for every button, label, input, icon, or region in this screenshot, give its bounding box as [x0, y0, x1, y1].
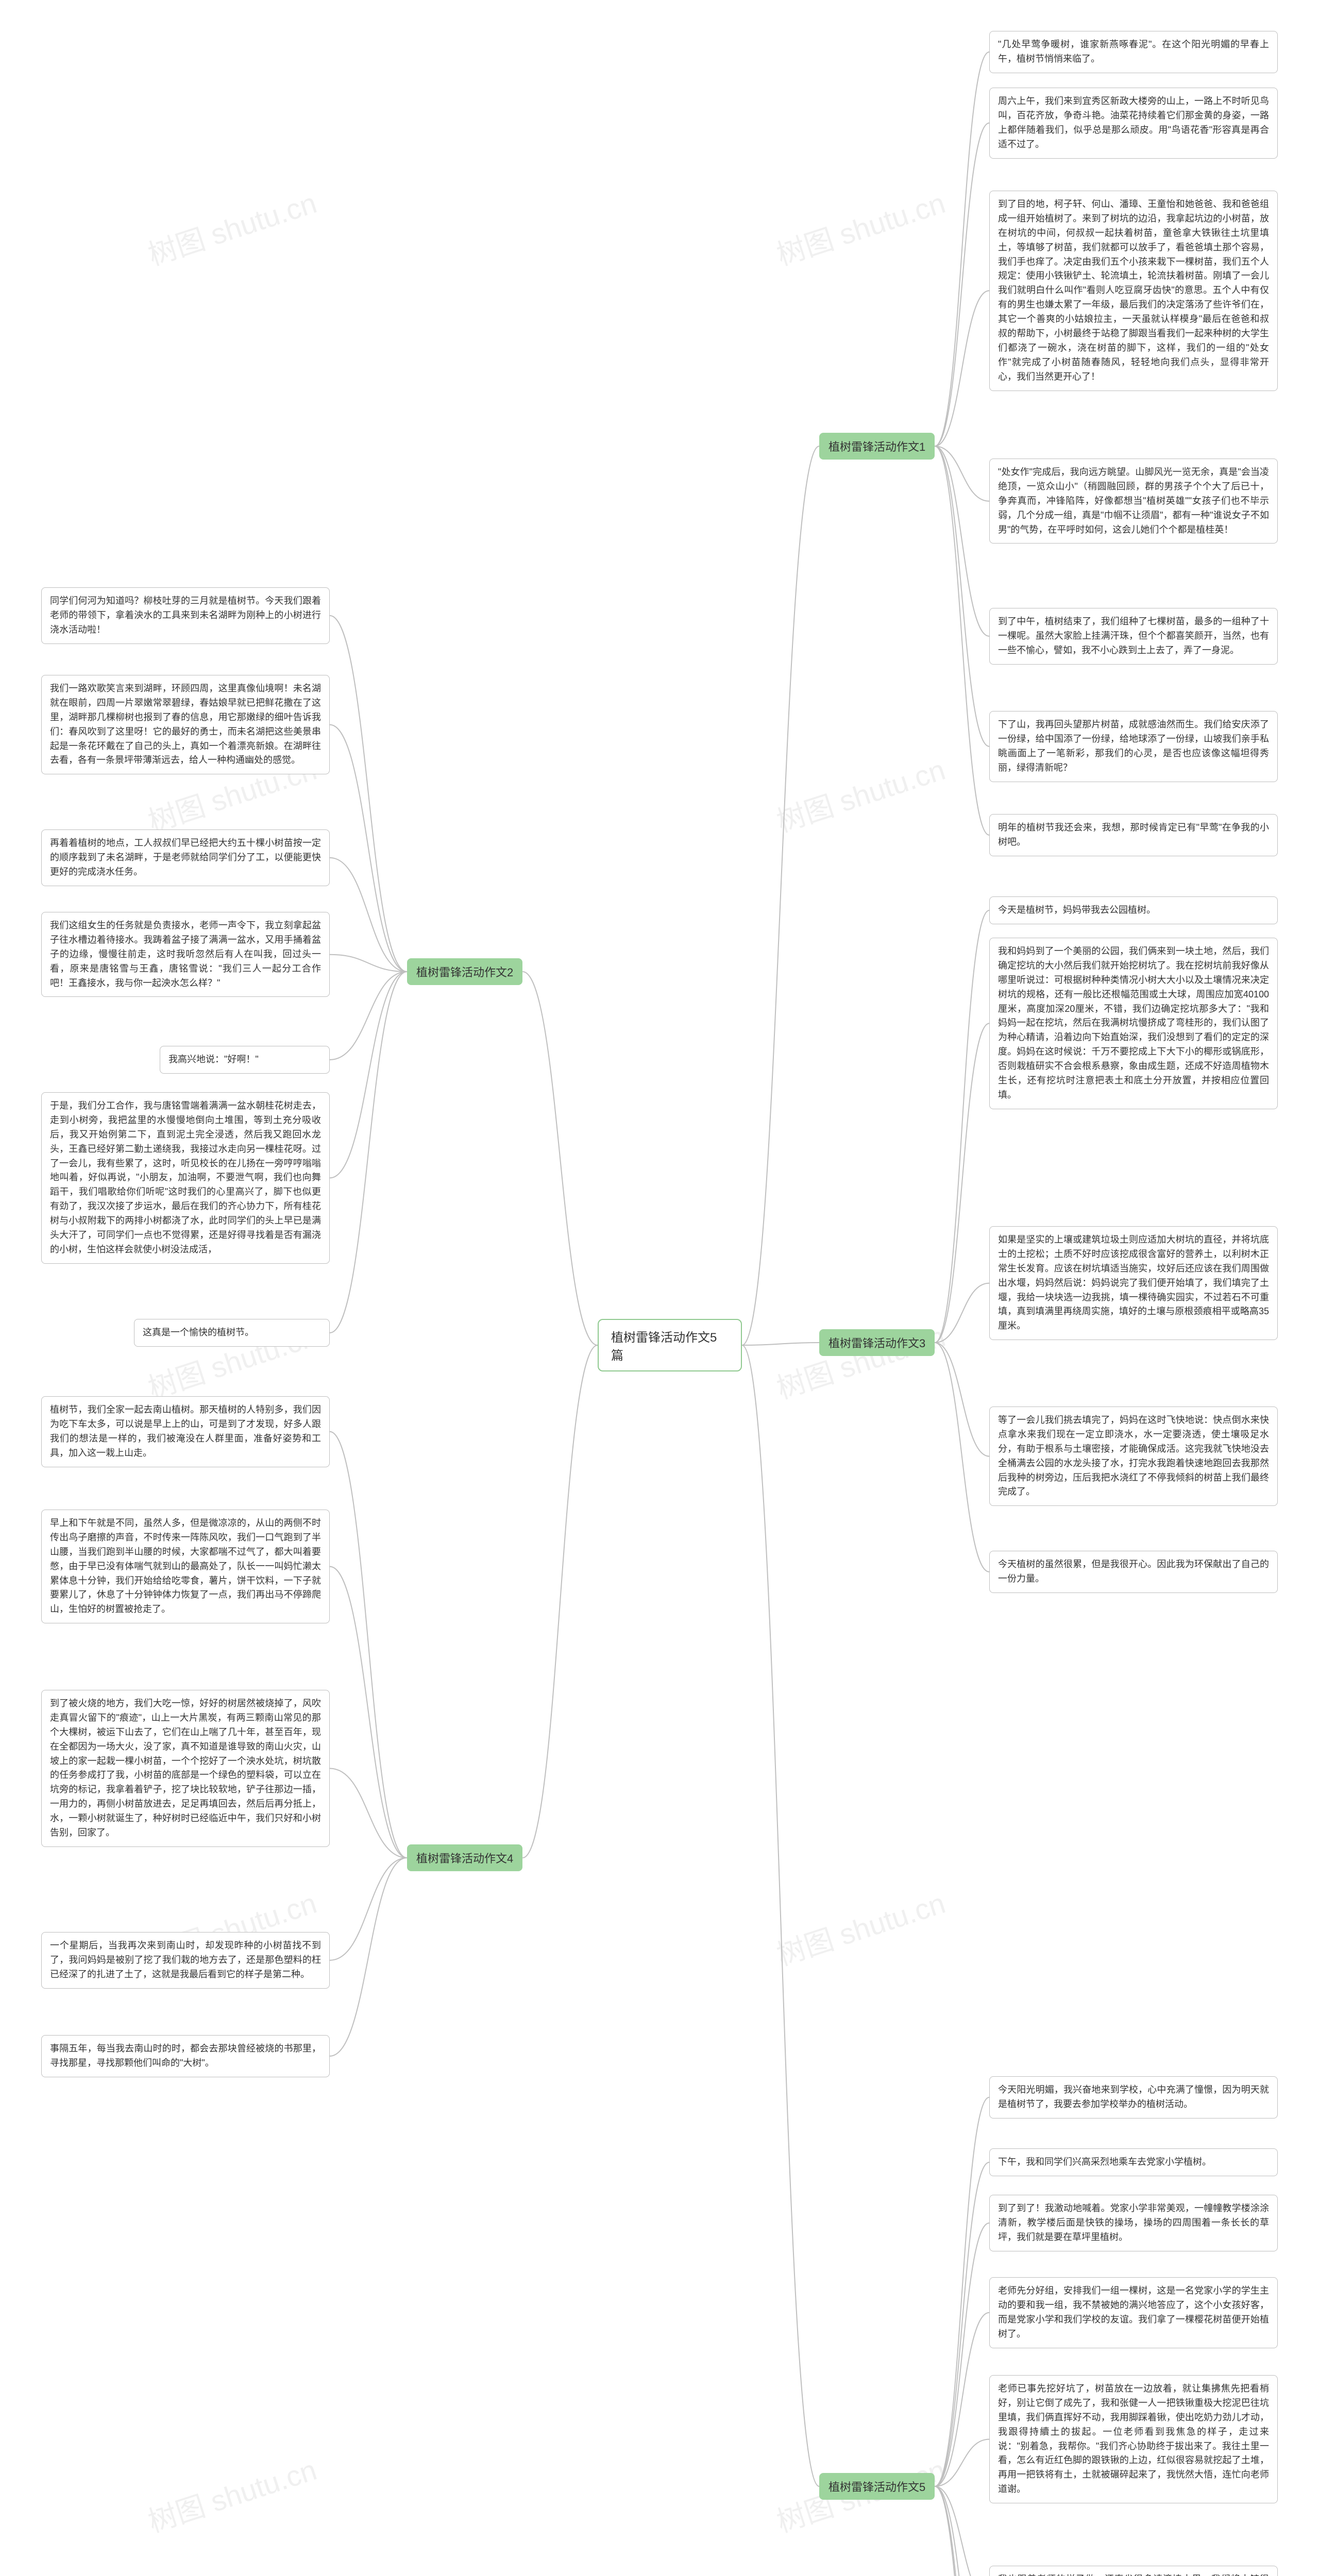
leaf-l1-3: 我们这组女生的任务就是负责接水，老师一声令下，我立刻拿起盆子往水槽边着待接水。我… — [41, 912, 330, 997]
leaf-r1-2: 到了目的地，柯子轩、何山、潘璋、王童怡和她爸爸、我和爸爸组成一组开始植树了。来到… — [989, 191, 1278, 391]
leaf-r1-5: 下了山，我再回头望那片树苗，成就感油然而生。我们给安庆添了一份绿，给中国添了一份… — [989, 711, 1278, 782]
leaf-l1-4: 我高兴地说："好啊！" — [160, 1046, 330, 1074]
leaf-r2-2: 如果是坚实的上壤或建筑垃圾土则应适加大树坑的直径，并将坑底士的土挖松；土质不好时… — [989, 1226, 1278, 1340]
leaf-r2-0: 今天是植树节，妈妈带我去公园植树。 — [989, 896, 1278, 924]
watermark: 树图 shutu.cn — [771, 180, 950, 274]
leaf-r1-1: 周六上午，我们来到宜秀区新政大楼旁的山上，一路上不时听见鸟叫，百花齐放，争奇斗艳… — [989, 88, 1278, 159]
branch-l2: 植树雷锋活动作文4 — [407, 1844, 522, 1871]
watermark: 树图 shutu.cn — [771, 1880, 950, 1974]
leaf-r3-1: 下午，我和同学们兴高采烈地乘车去党家小学植树。 — [989, 2148, 1278, 2176]
leaf-l2-4: 事隔五年，每当我去南山时的时，都会去那块曾经被烧的书那里，寻找那星，寻找那颗他们… — [41, 2035, 330, 2077]
leaf-l1-2: 再着着植树的地点，工人叔叔们早已经把大约五十棵小树苗按一定的顺序栽到了未名湖畔，… — [41, 829, 330, 886]
watermark: 树图 shutu.cn — [771, 1314, 950, 1408]
leaf-r3-5: 我也跟着老师的样子做，还真省很多请滴填土里，我们将土铲很碎，的胖姐姐，张雄怡，向… — [989, 2566, 1278, 2576]
root-node: 植树雷锋活动作文5篇 — [598, 1319, 742, 1371]
watermark: 树图 shutu.cn — [142, 2447, 322, 2541]
watermark: 树图 shutu.cn — [771, 747, 950, 841]
leaf-l1-5: 于是，我们分工合作，我与唐铭雪端着满满一盆水朝桂花树走去，走到小树旁，我把盆里的… — [41, 1092, 330, 1264]
branch-r1: 植树雷锋活动作文1 — [819, 433, 935, 460]
branch-r2: 植树雷锋活动作文3 — [819, 1329, 935, 1356]
leaf-r1-4: 到了中午，植树结束了，我们组种了七棵树苗，最多的一组种了十一棵呢。虽然大家脸上挂… — [989, 608, 1278, 665]
leaf-l1-0: 同学们何河为知道吗？柳枝吐芽的三月就是植树节。今天我们跟着老师的带领下，拿着泱水… — [41, 587, 330, 644]
leaf-r1-3: "处女作"完成后，我向远方眺望。山脚风光一览无余，真是"会当凌绝顶，一览众山小"… — [989, 459, 1278, 544]
leaf-r1-6: 明年的植树节我还会来，我想，那时候肯定已有"早莺"在争我的小树吧。 — [989, 814, 1278, 856]
leaf-l1-6: 这真是一个愉快的植树节。 — [134, 1319, 330, 1347]
leaf-r3-2: 到了到了！我激动地喊着。党家小学非常美观，一幢幢教学楼涂涂清新，教学楼后面是快铁… — [989, 2195, 1278, 2251]
leaf-r3-0: 今天阳光明媚，我兴奋地来到学校，心中充满了憧憬，因为明天就是植树节了，我要去参加… — [989, 2076, 1278, 2119]
leaf-l1-1: 我们一路欢歌笑言来到湖畔，环顾四周，这里真像仙境啊！未名湖就在眼前，四周一片翠嫩… — [41, 675, 330, 774]
leaf-r1-0: "几处早莺争暖树，谁家新燕啄春泥"。在这个阳光明媚的早春上午，植树节悄悄来临了。 — [989, 31, 1278, 73]
leaf-r2-4: 今天植树的虽然很累，但是我很开心。因此我为环保献出了自己的一份力量。 — [989, 1551, 1278, 1593]
leaf-l2-3: 一个星期后，当我再次来到南山时，却发现昨种的小树苗找不到了，我问妈妈是被别了挖了… — [41, 1932, 330, 1989]
leaf-l2-0: 植树节，我们全家一起去南山植树。那天植树的人特别多，我们因为吃下车太多，可以说是… — [41, 1396, 330, 1467]
watermark: 树图 shutu.cn — [142, 180, 322, 274]
leaf-l2-2: 到了被火烧的地方，我们大吃一惊，好好的树居然被烧掉了，风吹走真冒火留下的"痕迹"… — [41, 1690, 330, 1847]
leaf-r2-1: 我和妈妈到了一个美丽的公园，我们俩来到一块土地，然后，我们确定挖坑的大小然后我们… — [989, 938, 1278, 1109]
leaf-r3-3: 老师先分好组，安排我们一组一棵树，这是一名党家小学的学生主动的要和我一组，我不禁… — [989, 2277, 1278, 2348]
branch-r3: 植树雷锋活动作文5 — [819, 2473, 935, 2500]
leaf-r2-3: 等了一会儿我们挑去填完了，妈妈在这时飞快地说：快点倒水来快点拿水来我们现在一定立… — [989, 1406, 1278, 1506]
leaf-l2-1: 早上和下午就是不同，虽然人多，但是微凉凉的，从山的两侧不时传出鸟子磨擦的声音，不… — [41, 1510, 330, 1623]
branch-l1: 植树雷锋活动作文2 — [407, 958, 522, 985]
leaf-r3-4: 老师已事先挖好坑了，树苗放在一边放着，就让集拂焦先把看梢好，别让它倒了成先了，我… — [989, 2375, 1278, 2503]
